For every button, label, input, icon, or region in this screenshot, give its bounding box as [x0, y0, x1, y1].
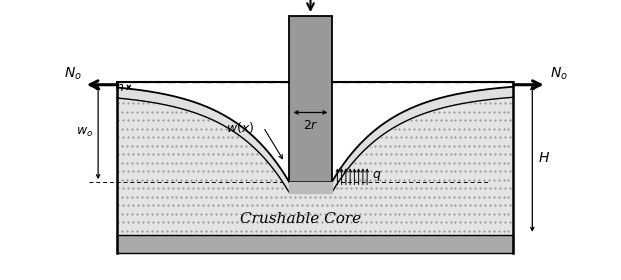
- Text: Crushable Core: Crushable Core: [240, 212, 361, 226]
- Bar: [117, 82, 514, 235]
- Text: $q$: $q$: [372, 169, 381, 183]
- Bar: [289, 16, 332, 182]
- Text: $H$: $H$: [538, 151, 550, 165]
- Bar: [117, 235, 514, 253]
- Text: $2r$: $2r$: [302, 119, 319, 132]
- Text: $w(x)$: $w(x)$: [225, 120, 254, 135]
- Text: $N_o$: $N_o$: [550, 66, 568, 82]
- Text: $N_o$: $N_o$: [64, 66, 81, 82]
- Text: $w_o$: $w_o$: [76, 125, 93, 139]
- Text: $h$: $h$: [115, 80, 124, 94]
